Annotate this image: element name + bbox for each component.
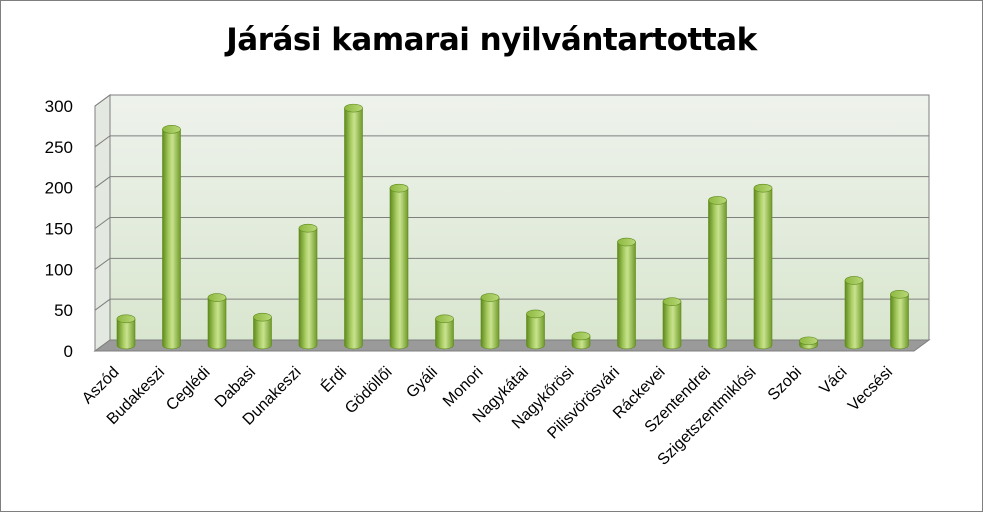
x-tick-label: Ceglédi <box>163 364 213 414</box>
gridline <box>94 257 929 270</box>
gridline <box>94 217 929 229</box>
bar <box>480 293 500 350</box>
gridline <box>94 298 929 311</box>
bar <box>799 336 818 350</box>
x-tick-label: Gyáli <box>403 364 441 402</box>
bar <box>298 223 318 350</box>
bar <box>207 293 227 350</box>
x-tick-label: Érdi <box>317 362 351 396</box>
y-tick-label: 200 <box>45 179 73 198</box>
bar <box>526 309 545 350</box>
y-tick-label: 300 <box>45 97 73 116</box>
bar <box>617 237 636 350</box>
y-tick-label: 0 <box>64 342 73 361</box>
bar <box>253 312 272 350</box>
bar <box>662 297 682 350</box>
bar <box>162 125 181 350</box>
x-tick-label: Aszód <box>79 364 122 407</box>
y-tick-label: 50 <box>54 301 73 320</box>
chart-title: Járási kamarai nyilvántartottak <box>226 22 757 58</box>
x-tick-label: Gödöllői <box>342 364 396 418</box>
bar <box>844 276 864 350</box>
bar <box>344 103 363 350</box>
bar <box>708 196 727 350</box>
gridline <box>94 176 929 189</box>
gridline <box>94 135 929 148</box>
gridline <box>94 94 929 107</box>
y-tick-label: 250 <box>45 138 73 157</box>
bar <box>116 314 136 350</box>
y-tick-label: 100 <box>45 260 73 279</box>
bar <box>753 183 773 350</box>
bar <box>571 331 591 350</box>
bar <box>435 314 454 350</box>
bar <box>890 290 909 350</box>
bar <box>389 183 409 350</box>
x-tick-label: Vecsési <box>845 364 896 415</box>
y-tick-label: 150 <box>45 220 73 239</box>
x-tick-label: Váci <box>817 364 851 398</box>
x-tick-label: Szobi <box>765 364 805 404</box>
